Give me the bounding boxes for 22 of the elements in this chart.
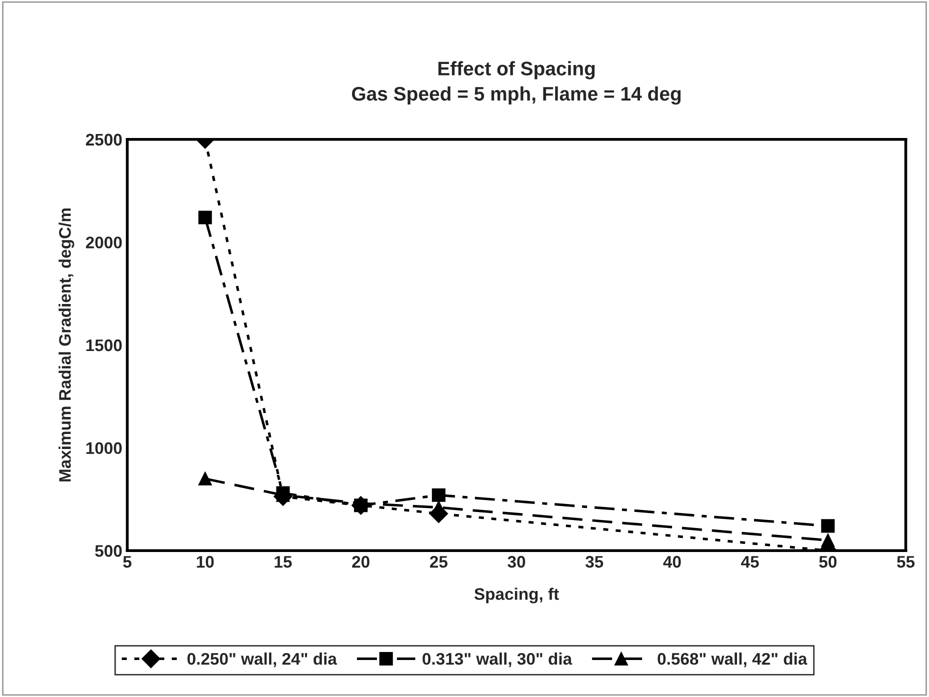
x-tick-label: 25	[430, 556, 448, 568]
x-tick-label: 40	[663, 556, 681, 568]
legend-label: 0.313" wall, 30" dia	[422, 652, 572, 668]
x-axis-title: Spacing, ft	[474, 588, 559, 604]
y-tick-label: 1500	[86, 339, 122, 352]
legend-label: 0.568" wall, 42" dia	[658, 652, 808, 668]
x-tick-label: 30	[508, 556, 526, 568]
x-tick-label: 50	[819, 556, 837, 568]
y-tick-label: 2500	[86, 134, 122, 146]
y-tick-label: 1000	[86, 442, 122, 454]
x-tick-label: 5	[123, 556, 132, 568]
x-tick-label: 10	[196, 556, 214, 568]
y-tick-label: 2000	[86, 236, 122, 248]
x-tick-label: 55	[897, 556, 915, 568]
chart-title: Effect of Spacing Gas Speed = 5 mph, Flame = 14 deg	[352, 61, 681, 105]
y-tick-label: 500	[95, 545, 122, 557]
x-tick-label: 15	[274, 556, 292, 568]
y-axis-title: Maximum Radial Gradient, degC/m	[58, 208, 74, 482]
legend-label: 0.250" wall, 24" dia	[187, 652, 338, 668]
x-tick-label: 20	[352, 556, 370, 568]
x-tick-label: 35	[585, 556, 604, 568]
x-tick-label: 45	[741, 556, 759, 568]
